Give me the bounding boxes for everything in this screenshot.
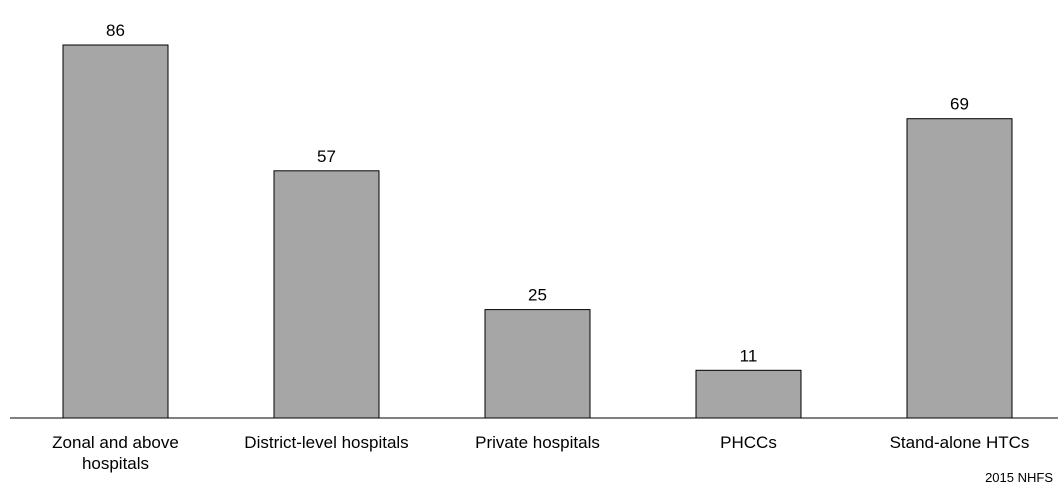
bar-2 (273, 170, 380, 419)
source-note: 2015 NHFS (985, 470, 1053, 485)
bar-3 (484, 309, 591, 419)
value-label-5: 69 (950, 95, 969, 114)
bars (62, 44, 1013, 419)
category-label-1: Zonal and above hospitals (52, 433, 179, 473)
category-label-4: PHCCs (720, 433, 777, 452)
category-label-3: Private hospitals (475, 433, 600, 452)
bar-4 (695, 369, 802, 419)
category-labels: Zonal and above hospitals District-level h… (52, 433, 1029, 473)
value-label-1: 86 (106, 21, 125, 40)
category-label-2: District-level hospitals (244, 433, 408, 452)
bar-5 (906, 118, 1013, 419)
bar-1 (62, 44, 169, 419)
value-label-4: 11 (740, 346, 758, 365)
value-label-2: 57 (317, 147, 336, 166)
data-labels: 86 57 25 11 69 (106, 21, 969, 365)
value-label-3: 25 (528, 286, 547, 305)
category-label-5: Stand-alone HTCs (890, 433, 1030, 452)
